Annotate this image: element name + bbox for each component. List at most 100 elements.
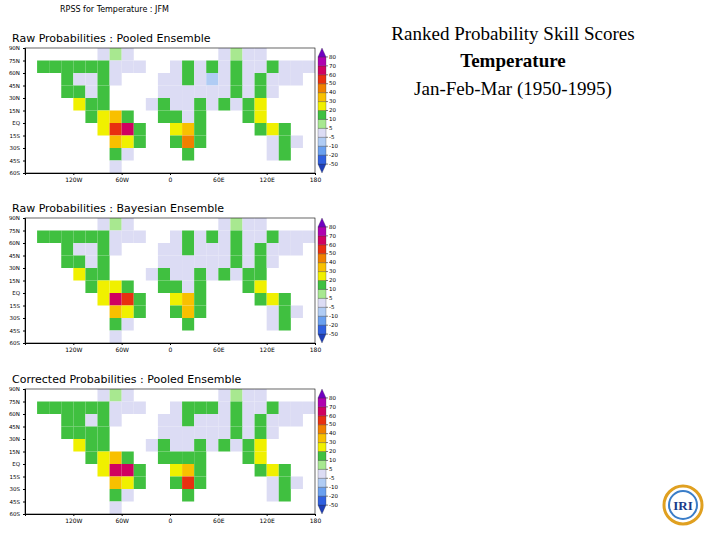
colorbar-tick [326, 65, 328, 66]
cells [37, 218, 315, 343]
colorbar-tick [326, 83, 328, 84]
heat-cell [267, 86, 279, 99]
heat-cell [110, 464, 122, 477]
heat-cell [122, 148, 134, 161]
y-tick-label: 15S [10, 303, 21, 309]
heat-cell [85, 402, 97, 415]
heat-cell [122, 218, 134, 231]
heat-cell [206, 268, 218, 281]
heat-cell [218, 243, 230, 256]
heat-cell [206, 231, 218, 244]
heat-cell [85, 73, 97, 86]
colorbar-segment [318, 443, 326, 452]
heat-cell [61, 414, 73, 427]
x-tick: 180 [310, 343, 322, 353]
y-tick-label: 30S [10, 145, 21, 151]
heat-cell [170, 281, 182, 294]
y-tick: 75N [9, 228, 25, 234]
colorbar-segment [318, 272, 326, 281]
x-tick: 120E [260, 514, 275, 524]
heat-cell [194, 231, 206, 244]
colorbar-label: -20 [329, 493, 338, 499]
y-tick-mark [23, 414, 25, 415]
colorbar-segment [318, 102, 326, 111]
y-tick-label: 75N [9, 58, 20, 64]
heat-cell [279, 489, 291, 502]
heat-cell [279, 318, 291, 331]
colorbar-label: 40 [329, 259, 336, 265]
colorbar-segment [318, 48, 326, 57]
colorbar-segment [318, 434, 326, 443]
colorbar-tick [326, 505, 328, 506]
colorbar-tick [326, 289, 328, 290]
colorbar-tick [326, 244, 328, 245]
y-axis: 90N75N60N45N30N15NEQ15S30S45S60S [9, 215, 26, 346]
heat-cell [255, 427, 267, 440]
heat-cell [110, 489, 122, 502]
heat-cell [61, 402, 73, 415]
heat-cell [122, 402, 134, 415]
colorbar-tick [326, 101, 328, 102]
heat-cell [194, 256, 206, 269]
heat-cell [182, 123, 194, 136]
heat-cell [98, 123, 110, 136]
heat-cell [291, 306, 303, 319]
heat-cell [110, 389, 122, 402]
heat-cell [61, 73, 73, 86]
colorbar-label: 60 [329, 413, 336, 419]
y-tick: 30N [9, 265, 25, 271]
heat-cell [230, 48, 242, 61]
y-tick-label: 30N [9, 436, 20, 442]
colorbar-label: 20 [329, 277, 336, 283]
heat-cell [267, 414, 279, 427]
heat-cell [73, 439, 85, 452]
heat-cell [194, 243, 206, 256]
heat-cell [110, 414, 122, 427]
heat-cell [73, 243, 85, 256]
heat-cell [279, 231, 291, 244]
y-tick-label: 15N [9, 278, 20, 284]
heat-cell [122, 489, 134, 502]
heat-cell [98, 293, 110, 306]
heat-cell [243, 256, 255, 269]
y-tick-mark [23, 218, 25, 219]
x-tick: 60W [115, 173, 129, 183]
heat-cell [194, 477, 206, 490]
colorbar-tick [326, 397, 328, 398]
y-tick: 60N [9, 240, 25, 246]
heat-cell [110, 218, 122, 231]
colorbar-label: 30 [329, 439, 336, 445]
colorbar-tick [326, 137, 328, 138]
heat-cell [194, 414, 206, 427]
heat-cell [243, 243, 255, 256]
heat-cell [98, 439, 110, 452]
x-tick: 60E [213, 514, 225, 524]
y-tick-mark [23, 318, 25, 319]
heat-cell [61, 427, 73, 440]
colorbar-segment [318, 128, 326, 137]
heat-cell [218, 402, 230, 415]
heat-cell [61, 243, 73, 256]
heat-cell [267, 402, 279, 415]
colorbar-tick [326, 74, 328, 75]
y-tick: 45S [10, 499, 26, 505]
y-tick-mark [23, 281, 25, 282]
heat-cell [158, 86, 170, 99]
colorbar-segment [318, 478, 326, 487]
heat-cell [85, 281, 97, 294]
x-tick-label: 120E [260, 346, 275, 353]
x-tick: 0 [169, 514, 173, 524]
heat-cell [134, 123, 146, 136]
heat-cell [267, 256, 279, 269]
heat-cell [243, 427, 255, 440]
y-tick: EQ [12, 120, 25, 126]
heat-cell [98, 218, 110, 231]
colorbar-tick [326, 334, 328, 335]
y-tick-label: EQ [12, 461, 20, 467]
colorbar-segment [318, 84, 326, 93]
heat-cell [170, 136, 182, 149]
heat-cell [110, 318, 122, 331]
heat-cell [110, 231, 122, 244]
heat-cell [134, 306, 146, 319]
colorbar-segment [318, 155, 326, 164]
